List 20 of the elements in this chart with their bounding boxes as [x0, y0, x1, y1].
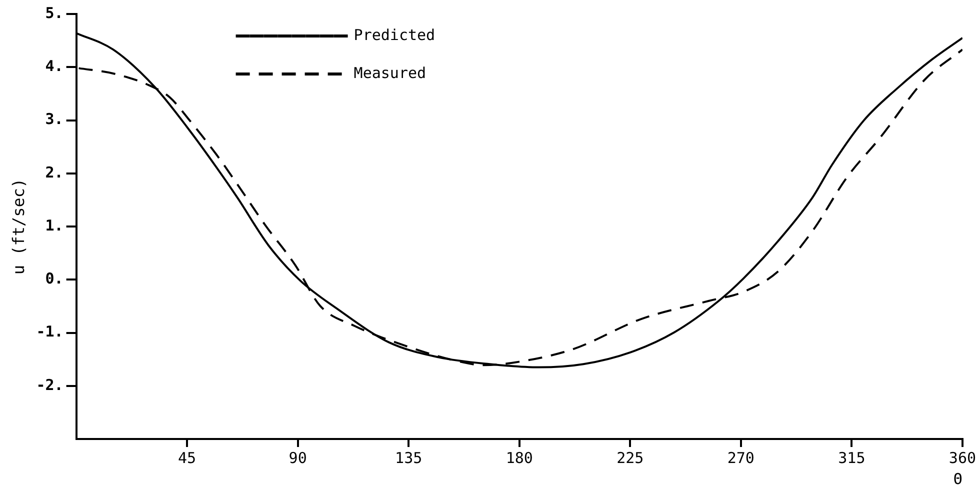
y-tick-label: 3. — [45, 110, 64, 128]
y-tick-label: 4. — [45, 57, 64, 76]
x-tick-label: 180 — [506, 448, 533, 467]
y-tick-label: 5. — [45, 4, 64, 22]
x-tick-label: 360 — [948, 448, 976, 467]
x-tick-label: 135 — [395, 448, 422, 467]
y-axis-title: u (ft/sec) — [8, 178, 28, 275]
x-tick-label: 270 — [727, 448, 754, 467]
legend-label: Predicted — [354, 26, 436, 44]
y-tick-label: -1. — [36, 322, 64, 341]
x-tick-label: 90 — [288, 448, 307, 467]
legend-label: Measured — [354, 64, 426, 82]
x-axis-title: Θ — [953, 470, 962, 488]
x-tick-label: 225 — [616, 448, 644, 467]
y-tick-label: 0. — [45, 270, 64, 288]
y-tick-label: 2. — [45, 163, 64, 182]
y-tick-label: 1. — [45, 216, 64, 234]
x-tick-label: 45 — [178, 448, 196, 467]
x-tick-label: 315 — [838, 448, 866, 467]
y-tick-label: -2. — [36, 376, 64, 394]
